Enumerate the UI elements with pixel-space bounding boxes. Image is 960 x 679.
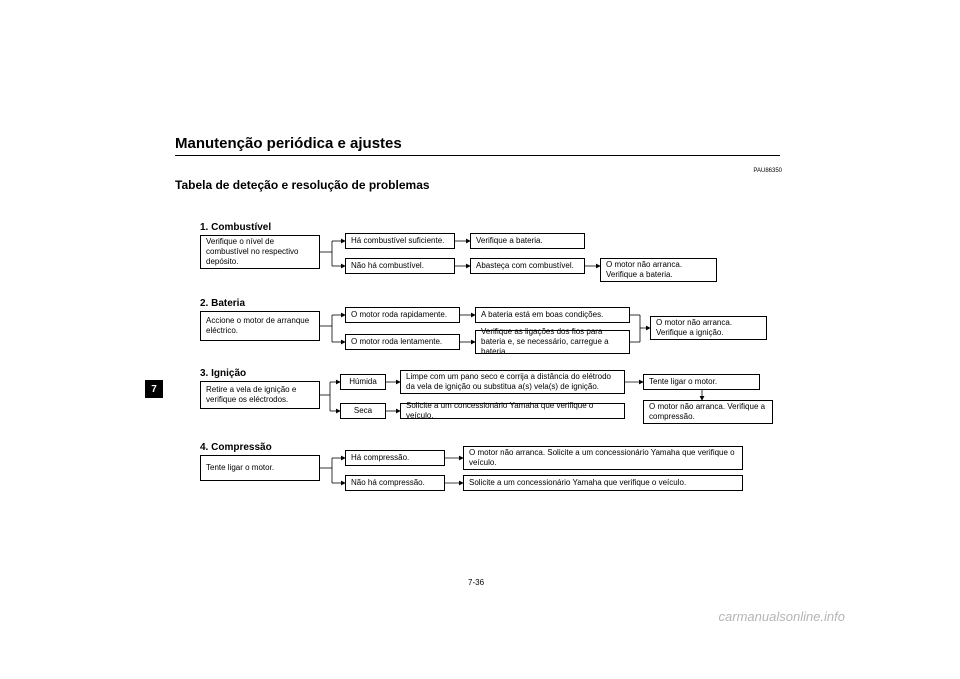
page-number: 7-36 bbox=[468, 578, 484, 587]
page-root: Manutenção periódica e ajustes PAU86350 … bbox=[0, 0, 960, 679]
watermark: carmanualsonline.info bbox=[719, 609, 845, 624]
